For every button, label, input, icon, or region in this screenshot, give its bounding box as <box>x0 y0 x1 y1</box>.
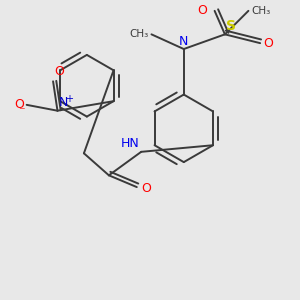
Text: S: S <box>226 19 236 33</box>
Text: HN: HN <box>121 137 140 150</box>
Text: +: + <box>65 94 73 104</box>
Text: O: O <box>263 37 273 50</box>
Text: ⁻: ⁻ <box>19 106 25 119</box>
Text: CH₃: CH₃ <box>129 29 148 39</box>
Text: O: O <box>14 98 24 111</box>
Text: O: O <box>141 182 151 195</box>
Text: CH₃: CH₃ <box>251 6 271 16</box>
Text: O: O <box>197 4 207 17</box>
Text: N: N <box>179 34 188 48</box>
Text: N: N <box>59 96 68 109</box>
Text: O: O <box>55 65 64 78</box>
